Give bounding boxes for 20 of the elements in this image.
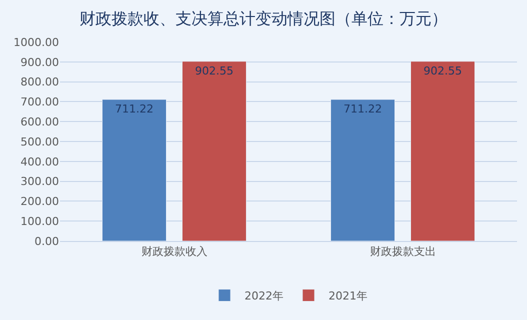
x-tick-label: 财政拨款支出 xyxy=(370,245,436,258)
legend-label: 2022年 xyxy=(244,290,284,303)
y-tick-label: 400.00 xyxy=(20,155,59,168)
chart-title: 财政拨款收、支决算总计变动情况图（单位：万元） xyxy=(80,9,448,28)
y-tick-label: 300.00 xyxy=(20,175,59,188)
data-label: 711.22 xyxy=(344,102,382,116)
y-tick-label: 900.00 xyxy=(20,56,59,69)
data-label: 902.55 xyxy=(194,64,234,78)
y-tick-label: 500.00 xyxy=(20,135,59,148)
x-tick-label: 财政拨款收入 xyxy=(141,245,208,258)
y-tick-label: 100.00 xyxy=(20,214,59,228)
y-tick-label: 600.00 xyxy=(20,115,59,128)
y-tick-label: 1000.00 xyxy=(14,36,59,49)
data-label: 902.55 xyxy=(423,64,462,78)
y-tick-label: 800.00 xyxy=(20,76,59,89)
y-tick-label: 0.00 xyxy=(34,234,59,248)
legend-label: 2021年 xyxy=(328,290,368,303)
data-label: 711.22 xyxy=(115,102,154,116)
y-tick-label: 700.00 xyxy=(20,96,59,109)
y-tick-label: 200.00 xyxy=(20,195,59,208)
